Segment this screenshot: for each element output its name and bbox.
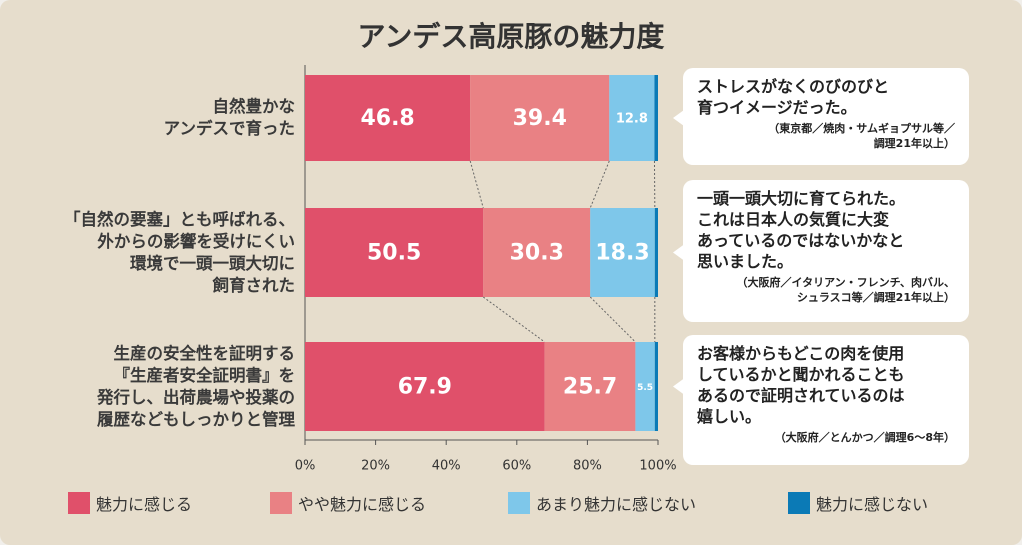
legend-swatch	[508, 492, 530, 514]
data-label: 12.8	[616, 112, 648, 127]
bar-segment	[635, 342, 655, 431]
legend-item: 魅力に感じる	[68, 491, 192, 515]
data-label: 5.5	[637, 383, 653, 393]
callout-text: お客様からもどこの肉を使用 しているかと聞かれることも あるので証明されているの…	[697, 344, 905, 426]
bar-segment	[654, 75, 658, 161]
callout: 一頭一頭大切に育てられた。 これは日本人の気質に大変 あっているのではないかなと…	[683, 180, 969, 322]
connector	[482, 296, 545, 343]
bar-segment	[654, 342, 658, 431]
x-tick-label: 80%	[573, 459, 602, 474]
legend-item: あまり魅力に感じない	[508, 491, 696, 515]
data-label: 25.7	[563, 375, 617, 400]
x-tick-label: 0%	[295, 459, 316, 474]
category-label: 生産の安全性を証明する 『生産者安全証明書』を 発行し、出荷農場や投薬の 履歴な…	[97, 343, 295, 429]
x-tick-label: 60%	[502, 459, 531, 474]
callout-pointer	[673, 110, 684, 126]
bar-segment	[654, 208, 658, 297]
legend-label: あまり魅力に感じない	[536, 495, 697, 514]
callout-pointer	[673, 244, 684, 261]
connector	[589, 296, 636, 343]
data-label: 39.4	[513, 106, 567, 131]
callout-pointer	[673, 378, 684, 395]
connector	[469, 160, 484, 209]
data-label: 67.9	[398, 375, 452, 400]
category-label: 自然豊かな アンデスで育った	[163, 97, 295, 138]
callout: お客様からもどこの肉を使用 しているかと聞かれることも あるので証明されているの…	[683, 335, 969, 465]
bar-segment	[305, 342, 545, 431]
legend-item: やや魅力に感じる	[270, 491, 426, 515]
callout-source: （大阪府／イタリアン・フレンチ、肉バル、 シュラスコ等／調理21年以上）	[736, 276, 955, 304]
bar-segment	[305, 208, 484, 297]
callout-text: ストレスがなくのびのびと 育つイメージだった。	[697, 77, 890, 117]
data-label: 46.8	[360, 106, 414, 131]
legend-swatch	[788, 492, 810, 514]
callout: ストレスがなくのびのびと 育つイメージだった。 （東京都／焼肉・サムギョプサル等／…	[683, 68, 969, 165]
data-label: 50.5	[367, 241, 421, 266]
chart-title: アンデス高原豚の魅力度	[358, 20, 665, 53]
bar-segment	[483, 208, 591, 297]
x-tick-label: 40%	[432, 459, 461, 474]
data-label: 30.3	[510, 241, 564, 266]
bar-segment	[544, 342, 636, 431]
data-label: 18.3	[595, 241, 649, 266]
legend-swatch	[68, 492, 90, 514]
x-tick-label: 20%	[361, 459, 390, 474]
callout-text: 一頭一頭大切に育てられた。 これは日本人の気質に大変 あっているのではないかなと…	[697, 189, 906, 271]
legend-item: 魅力に感じない	[788, 491, 928, 515]
bar-segment	[609, 75, 655, 161]
bar-segment	[590, 208, 655, 297]
legend-label: 魅力に感じる	[96, 495, 193, 514]
legend-label: やや魅力に感じる	[298, 495, 427, 514]
connector	[589, 160, 610, 209]
x-tick-label: 100%	[639, 459, 676, 474]
category-label: 「自然の要塞」とも呼ばれる、 外からの影響を受けにくい 環境で一頭一頭大切に 飼…	[64, 209, 295, 295]
bar-segment	[305, 75, 471, 161]
callout-source: （東京都／焼肉・サムギョプサル等／ 調理21年以上）	[768, 122, 955, 150]
callout-source: （大阪府／とんかつ／調理6～8年）	[774, 431, 955, 444]
bar-segment	[470, 75, 610, 161]
legend-swatch	[270, 492, 292, 514]
legend-label: 魅力に感じない	[816, 495, 929, 514]
